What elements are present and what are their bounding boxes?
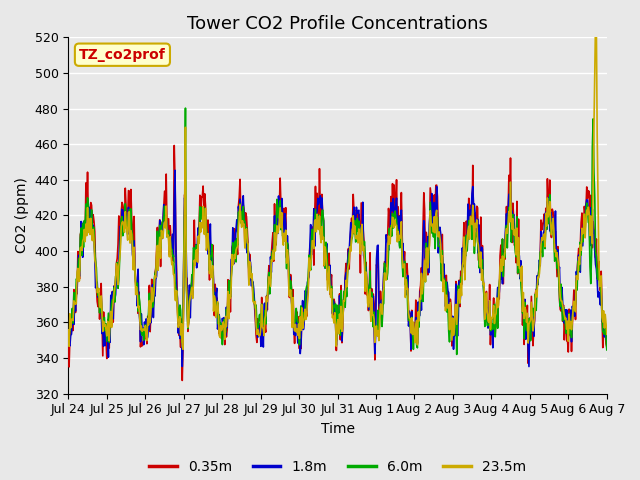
X-axis label: Time: Time: [321, 422, 355, 436]
Text: TZ_co2prof: TZ_co2prof: [79, 48, 166, 62]
Legend: 0.35m, 1.8m, 6.0m, 23.5m: 0.35m, 1.8m, 6.0m, 23.5m: [143, 454, 532, 479]
Y-axis label: CO2 (ppm): CO2 (ppm): [15, 178, 29, 253]
Title: Tower CO2 Profile Concentrations: Tower CO2 Profile Concentrations: [187, 15, 488, 33]
